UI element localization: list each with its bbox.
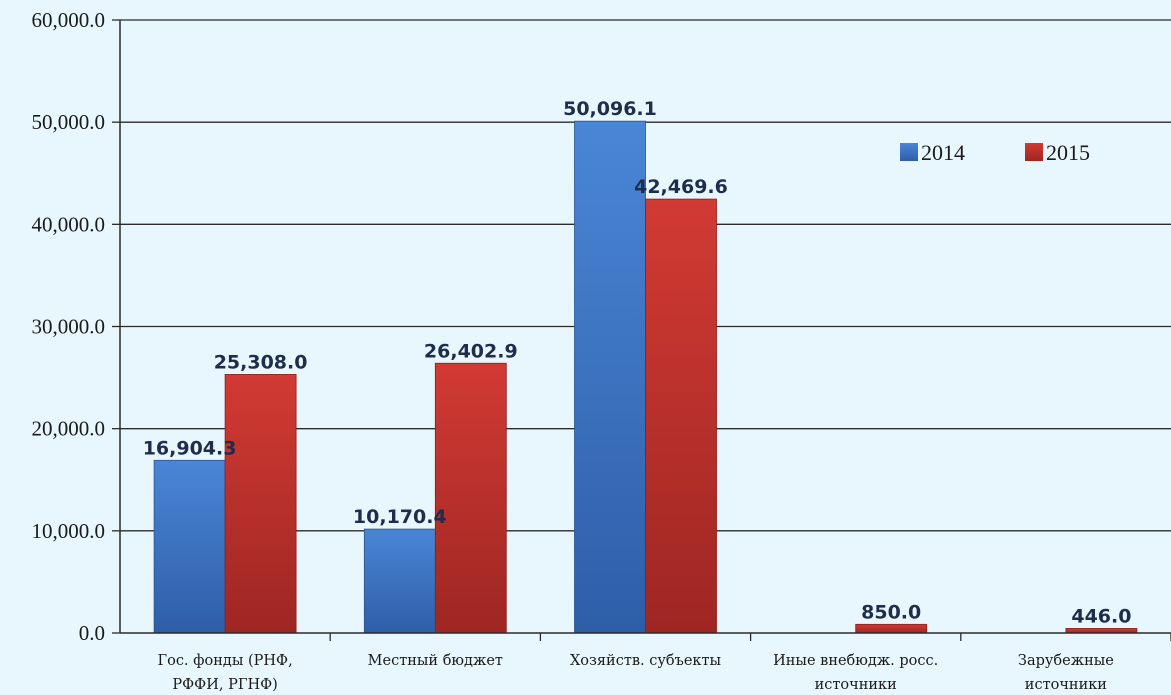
data-label: 446.0: [1071, 605, 1131, 627]
y-tick-label: 40,000.0: [32, 212, 106, 236]
legend-swatch-2014: [900, 143, 918, 161]
x-category-label: Хозяйств. субъекты: [570, 653, 722, 669]
x-category-label: Гос. фонды (РНФ,: [157, 653, 292, 669]
data-labels: 16,904.3 25,308.0 10,170.4 26,402.9 50,096.1…: [143, 98, 1132, 627]
bar-2015: [224, 374, 297, 634]
y-tick-label: 60,000.0: [32, 8, 106, 32]
x-category-label: источники: [815, 677, 897, 693]
legend-swatch-2015: [1025, 143, 1043, 161]
x-category-label: Зарубежные: [1018, 653, 1114, 669]
x-category-label: Местный бюджет: [368, 653, 503, 669]
y-tick-label: 10,000.0: [32, 519, 106, 543]
data-label: 26,402.9: [424, 340, 518, 362]
data-label: 10,170.4: [353, 506, 447, 528]
bar-2014: [153, 459, 226, 634]
y-tick-label: 50,000.0: [32, 110, 106, 134]
bar-2014: [574, 120, 646, 634]
data-label: 50,096.1: [563, 98, 657, 120]
legend-label: 2014: [921, 140, 965, 165]
y-tick-label: 0.0: [79, 621, 105, 645]
bars: [153, 120, 1138, 634]
y-tick-label: 30,000.0: [32, 315, 106, 339]
axes: 0.0 10,000.0 20,000.0 30,000.0 40,000.0 50,00…: [32, 8, 1171, 693]
bar-2015: [645, 198, 717, 634]
bar-2014: [363, 528, 436, 634]
x-category-label: РФФИ, РГНФ): [172, 677, 277, 693]
bar-2015: [855, 623, 928, 634]
bar-2015: [434, 362, 507, 634]
x-category-label: Иные внебюдж. росс.: [773, 653, 938, 669]
legend: 2014 2015: [900, 140, 1090, 165]
legend-label: 2015: [1046, 140, 1090, 165]
data-label: 16,904.3: [143, 437, 237, 459]
data-label: 850.0: [861, 601, 921, 623]
data-label: 25,308.0: [214, 351, 308, 373]
x-category-label: источники: [1025, 677, 1107, 693]
data-label: 42,469.6: [634, 176, 728, 198]
y-tick-label: 20,000.0: [32, 417, 106, 441]
